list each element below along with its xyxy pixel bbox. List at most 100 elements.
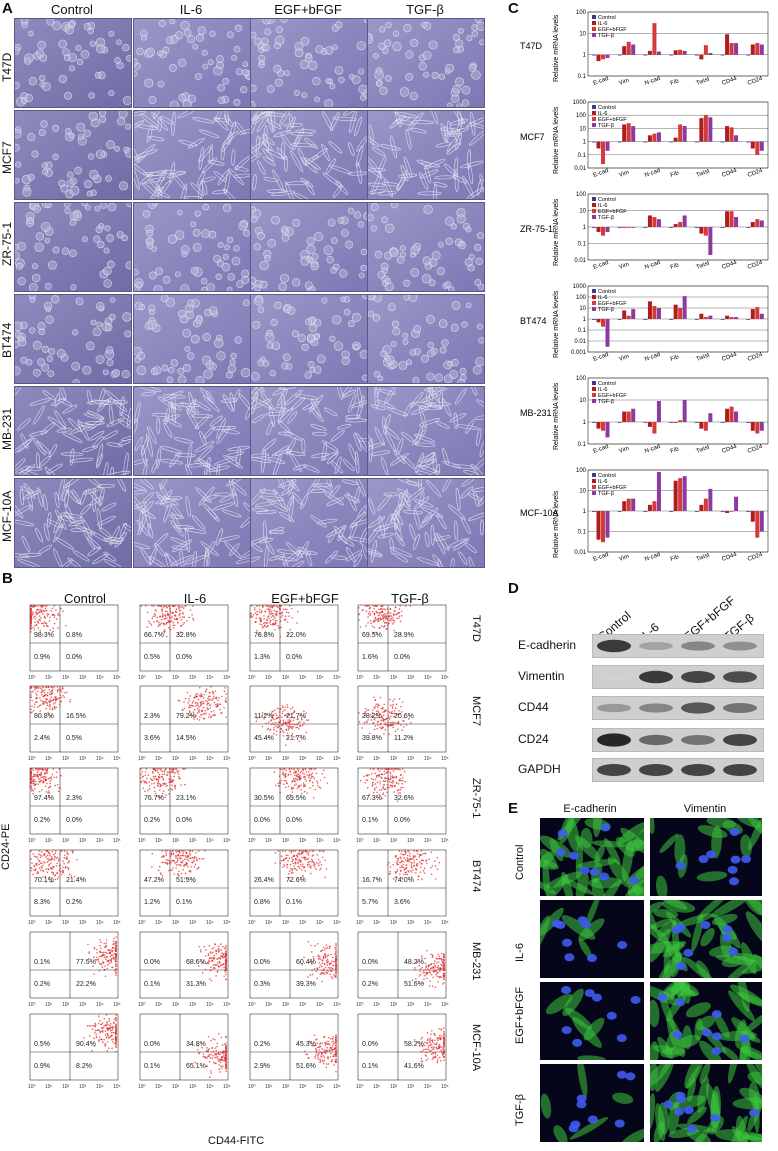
bar [652, 501, 657, 511]
svg-text:0.0%: 0.0% [176, 654, 192, 661]
chart-y-tick: 100 [576, 113, 587, 119]
chart-y-tick: 0.1 [578, 74, 587, 80]
svg-text:23.1%: 23.1% [176, 795, 196, 802]
svg-text:10³: 10³ [79, 920, 87, 926]
svg-text:16.7%: 16.7% [362, 877, 382, 884]
blot-band [597, 733, 631, 747]
svg-text:10⁰: 10⁰ [28, 920, 36, 926]
svg-text:10²: 10² [390, 838, 398, 844]
flow-plot: 0.1% 77.5% 0.2% 22.2% 10⁰ 10¹ 10² 10³ 10⁴ 10⁵ [28, 931, 130, 1008]
chart-gene-label: Vim [618, 554, 630, 563]
bar [755, 307, 760, 319]
bar [643, 227, 648, 228]
if-row-label: IL-6 [514, 943, 526, 962]
bar [647, 504, 652, 511]
micro-row-label: ZR-75-1 [0, 221, 14, 266]
bar [631, 126, 636, 142]
blot-band [723, 734, 757, 746]
flow-plot: 0.0% 68.6% 0.1% 31.3% 10⁰ 10¹ 10² 10³ 10⁴ 10⁵ [138, 931, 240, 1008]
flow-plot: 97.4% 2.3% 0.2% 0.0% 10⁰ 10¹ 10² 10³ 10⁴ 10⁵ [28, 767, 130, 844]
panel-b-colhead-tgf: TGF-β [391, 591, 429, 606]
micro-row-label: MCF-10A [0, 490, 14, 542]
bar [750, 511, 755, 522]
svg-text:0.2%: 0.2% [34, 981, 50, 988]
chart-gene-label: CD44 [721, 444, 738, 455]
chart-gene-label: Fib [670, 78, 681, 87]
svg-text:10⁰: 10⁰ [138, 838, 146, 844]
blot-band [723, 703, 757, 713]
chart-legend-entry: Control [598, 289, 616, 295]
bar [592, 319, 596, 320]
chart-legend-entry: TGF-β [598, 491, 614, 497]
flow-plot: 28.2% 20.6% 39.8% 11.2% 10⁰ 10¹ 10² 10³ 10⁴ 10⁵ [356, 685, 458, 762]
bar [729, 211, 734, 227]
bar [592, 227, 596, 228]
mrna-bar-chart: ZR-75-1 Relative mRNA levels 0.01 0.1 1 10 100… [512, 190, 772, 274]
bar [605, 511, 610, 538]
chart-gene-label: E-cad [593, 552, 610, 563]
flow-plot: 30.5% 69.5% 0.0% 0.0% 10⁰ 10¹ 10² 10³ 10⁴ 10⁵ [248, 767, 350, 844]
svg-text:31.3%: 31.3% [186, 981, 206, 988]
blot-band [681, 671, 715, 683]
chart-legend-entry: Control [598, 105, 616, 111]
chart-y-tick: 0.1 [578, 242, 587, 248]
bar [755, 219, 760, 227]
chart-y-tick: 0.01 [574, 258, 586, 264]
flow-plot: 0.0% 58.2% 0.1% 41.6% 10⁰ 10¹ 10² 10³ 10⁴ 10⁵ [356, 1013, 458, 1090]
svg-text:10¹: 10¹ [45, 675, 53, 681]
bar [643, 511, 648, 512]
svg-text:0.0%: 0.0% [394, 817, 410, 824]
svg-text:10⁴: 10⁴ [316, 675, 324, 681]
chart-gene-label: CD44 [721, 260, 738, 271]
chart-legend-entry: Control [598, 381, 616, 387]
svg-text:10¹: 10¹ [373, 838, 381, 844]
svg-text:5.7%: 5.7% [362, 899, 378, 906]
svg-text:0.1%: 0.1% [176, 899, 192, 906]
bar [669, 227, 674, 228]
mrna-chart-svg: MCF7 Relative mRNA levels 0.01 0.1 1 10 100 100… [520, 100, 769, 179]
bar [755, 511, 760, 538]
bar [720, 227, 725, 228]
bar [626, 123, 631, 142]
bar [755, 43, 760, 55]
panel-b-colhead-control: Control [64, 591, 106, 606]
svg-text:10¹: 10¹ [265, 838, 273, 844]
bar [605, 422, 610, 438]
chart-y-tick: 10 [579, 209, 586, 215]
svg-text:21.7%: 21.7% [286, 735, 306, 742]
chart-gene-label: Fib [670, 262, 681, 271]
svg-text:69.5%: 69.5% [362, 632, 382, 639]
svg-text:10³: 10³ [407, 838, 415, 844]
svg-text:10⁰: 10⁰ [356, 756, 364, 762]
bar [699, 118, 704, 142]
chart-legend-entry: TGF-β [598, 307, 614, 313]
mrna-chart-svg: BT474 Relative mRNA levels 0.001 0.01 0.1 1 10… [520, 284, 769, 363]
bar [708, 227, 713, 256]
flow-plot: 66.7% 32.8% 0.5% 0.0% 10⁰ 10¹ 10² 10³ 10⁴ 10⁵ [138, 604, 240, 681]
chart-gene-label: CD24 [747, 352, 764, 363]
svg-text:10⁴: 10⁴ [96, 838, 104, 844]
chart-gene-label: Twist [695, 260, 710, 270]
svg-text:10⁴: 10⁴ [206, 920, 214, 926]
bar [622, 124, 627, 142]
blot-band [597, 764, 631, 776]
svg-text:2.3%: 2.3% [66, 795, 82, 802]
svg-text:10⁴: 10⁴ [206, 838, 214, 844]
micrograph-tile [250, 202, 368, 292]
micrograph-tile [367, 18, 485, 108]
micrograph-tile [14, 478, 132, 568]
mrna-bar-chart: MCF7 Relative mRNA levels 0.01 0.1 1 10 100 100… [512, 98, 772, 182]
blot-strip [591, 664, 765, 690]
micrograph-tile [250, 478, 368, 568]
if-colhead-vimentin: Vimentin [683, 803, 727, 815]
bar [725, 408, 730, 422]
bar [643, 422, 648, 423]
blot-band [681, 764, 715, 776]
svg-text:68.6%: 68.6% [186, 959, 206, 966]
panel-letter-a: A [2, 0, 13, 17]
chart-gene-label: E-cad [593, 352, 610, 363]
flow-plot: 0.5% 90.4% 0.9% 8.2% 10⁰ 10¹ 10² 10³ 10⁴ 10⁵ [28, 1013, 130, 1090]
svg-text:10¹: 10¹ [45, 920, 53, 926]
bar [759, 511, 764, 532]
bar [622, 411, 627, 422]
